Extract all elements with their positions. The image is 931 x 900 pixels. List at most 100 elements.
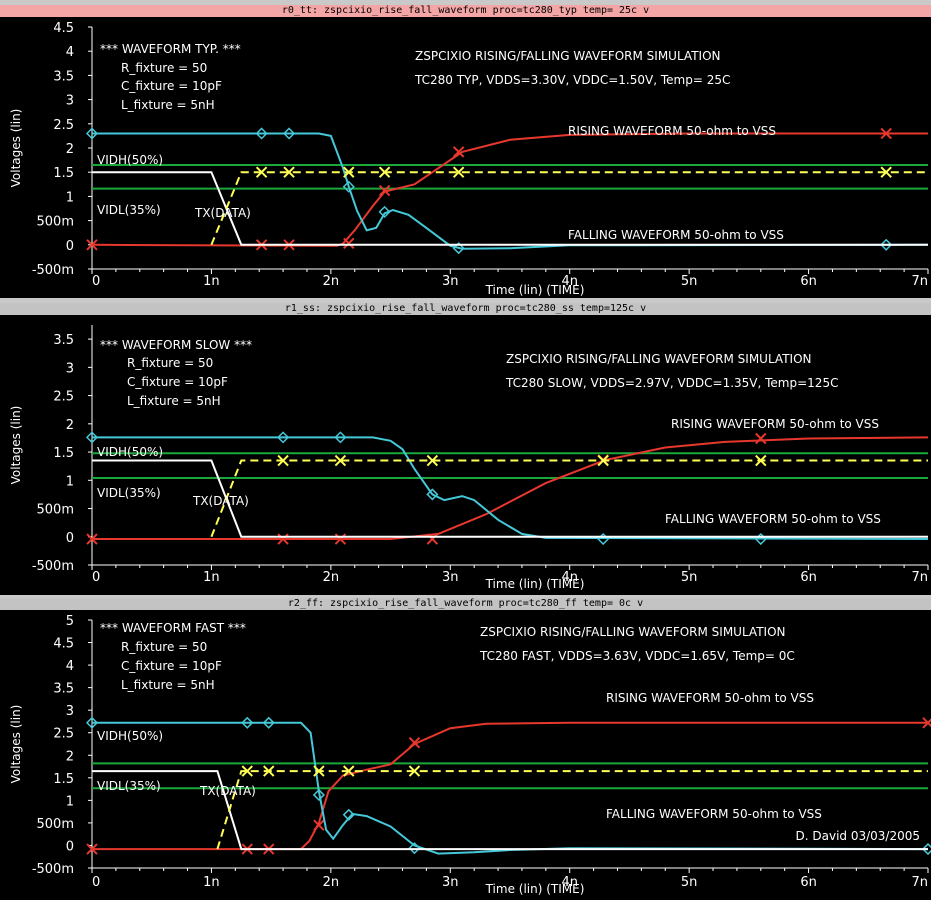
x-tick-label: 0 <box>92 274 100 289</box>
panel-title-bar[interactable]: r1_ss: zspcixio_rise_fall_waveform proc=… <box>0 303 931 315</box>
diamond-marker <box>426 488 439 501</box>
x-marker <box>334 533 347 545</box>
vidh-label: VIDH(50%) <box>97 729 163 743</box>
panel-title-bar[interactable]: r0_tt: zspcixio_rise_fall_waveform proc=… <box>0 5 931 17</box>
y-tick-label: 3 <box>66 94 74 109</box>
diamond-marker <box>85 431 99 444</box>
y-tick-label: 5 <box>66 614 74 629</box>
x-marker <box>277 454 289 467</box>
y-tick-label: 4.5 <box>53 21 74 36</box>
waveform-header: *** WAVEFORM SLOW *** <box>100 338 252 352</box>
fixture-param: L_fixture = 5nH <box>121 678 215 692</box>
x-marker <box>922 717 931 729</box>
x-tick-label: 1n <box>203 570 220 585</box>
diamond-marker <box>277 431 290 444</box>
simulation-title: ZSPCIXIO RISING/FALLING WAVEFORM SIMULAT… <box>506 352 812 366</box>
x-tick-label: 6n <box>800 875 817 890</box>
x-tick-label: 7n <box>911 274 928 289</box>
x-marker <box>334 454 347 467</box>
diamond-marker <box>342 808 355 821</box>
x-tick-label: 5n <box>681 875 698 890</box>
x-marker <box>86 239 98 251</box>
x-marker <box>255 166 268 178</box>
diamond-marker <box>282 127 296 140</box>
tx_dashed-waveform-line <box>210 171 928 246</box>
x-marker <box>86 533 98 545</box>
vidl-label: VIDL(35%) <box>97 779 161 793</box>
tx_dashed-waveform-line <box>210 459 928 538</box>
y-tick-label: 0 <box>66 839 74 854</box>
waveform-chart-fast: -500m 0 500m 1 1.5 2 2.5 3 3.5 4 4.5 5 0 1n 2n 3n 4n 5n 6n… <box>0 610 931 900</box>
diamond-marker <box>262 716 275 729</box>
diamond-marker <box>408 842 421 855</box>
fixture-param: R_fixture = 50 <box>121 640 207 654</box>
tx-data-label: TX(DATA) <box>199 784 256 798</box>
y-axis-label: Voltages (lin) <box>9 705 23 784</box>
y-axis-label: Voltages (lin) <box>9 406 23 485</box>
fixture-param: L_fixture = 5nH <box>127 394 221 408</box>
simulation-conditions: TC280 SLOW, VDDS=2.97V, VDDC=1.35V, Temp… <box>505 376 838 390</box>
x-marker <box>426 454 439 467</box>
x-marker <box>426 533 439 545</box>
vidh-label: VIDH(50%) <box>97 153 163 167</box>
y-tick-label: 3 <box>66 361 74 376</box>
x-marker <box>241 765 253 777</box>
diamond-marker <box>452 242 465 255</box>
y-tick-label: 2.5 <box>53 118 74 133</box>
rising-waveform-label: RISING WAVEFORM 50-ohm to VSS <box>606 691 814 705</box>
x-tick-label: 2n <box>323 570 340 585</box>
simulation-conditions: TC280 TYP, VDDS=3.30V, VDDC=1.50V, Temp=… <box>414 73 730 87</box>
panel-title-bar[interactable]: r2_ff: zspcixio_rise_fall_waveform proc=… <box>0 598 931 610</box>
diamond-marker <box>334 431 347 444</box>
diamond-marker <box>378 205 391 218</box>
y-tick-label: 4 <box>66 659 74 674</box>
y-tick-label: 3 <box>66 704 74 719</box>
fixture-param: L_fixture = 5nH <box>121 98 215 112</box>
rising-waveform-line <box>92 721 928 851</box>
y-axis-label: Voltages (lin) <box>9 109 23 188</box>
diamond-marker <box>342 180 355 193</box>
x-tick-label: 7n <box>911 570 928 585</box>
waveform-panel-slow: r1_ss: zspcixio_rise_fall_waveform proc=… <box>0 303 931 595</box>
waveform-header: *** WAVEFORM TYP. *** <box>100 42 241 56</box>
diamond-marker <box>880 238 893 251</box>
plot-background <box>0 17 931 298</box>
falling-waveform-line <box>92 721 929 855</box>
x-marker <box>283 166 295 178</box>
diamond-marker <box>85 127 99 140</box>
x-axis-label: Time (lin) (TIME) <box>485 882 585 896</box>
x-tick-label: 4n <box>561 274 578 289</box>
x-marker <box>343 237 355 250</box>
x-axis-label: Time (lin) (TIME) <box>485 283 585 297</box>
x-tick-label: 5n <box>681 570 698 585</box>
x-marker <box>378 166 391 178</box>
y-tick-label: 2.5 <box>53 727 74 742</box>
fixture-param: C_fixture = 10pF <box>127 375 228 389</box>
simulation-title: ZSPCIXIO RISING/FALLING WAVEFORM SIMULAT… <box>415 49 721 63</box>
x-tick-label: 4n <box>561 875 578 890</box>
x-marker <box>378 184 391 197</box>
y-tick-label: 4.5 <box>53 637 74 652</box>
x-tick-label: 2n <box>323 274 340 289</box>
falling-waveform-label: FALLING WAVEFORM 50-ohm to VSS <box>568 228 784 242</box>
x-tick-label: 0 <box>92 570 100 585</box>
y-tick-label: 500m <box>37 215 74 230</box>
x-marker <box>86 843 98 855</box>
y-tick-label: 3.5 <box>53 682 74 697</box>
x-marker <box>408 736 421 749</box>
diamond-marker <box>921 843 931 856</box>
y-tick-label: 2.5 <box>53 390 74 405</box>
x-marker <box>408 765 421 777</box>
y-tick-label: -500m <box>32 559 74 574</box>
x-tick-label: 3n <box>442 274 459 289</box>
author-signature: D. David 03/03/2005 <box>796 829 921 843</box>
x-tick-label: 5n <box>681 274 698 289</box>
x-tick-label: 4n <box>561 570 578 585</box>
diamond-marker <box>255 127 268 140</box>
vidl-label: VIDL(35%) <box>97 486 161 500</box>
y-tick-label: 0 <box>66 531 74 546</box>
plot-background <box>0 315 931 595</box>
rising-waveform-label: RISING WAVEFORM 50-ohm to VSS <box>671 417 879 431</box>
falling-waveform-line <box>92 436 929 540</box>
y-tick-label: 2 <box>66 142 74 157</box>
